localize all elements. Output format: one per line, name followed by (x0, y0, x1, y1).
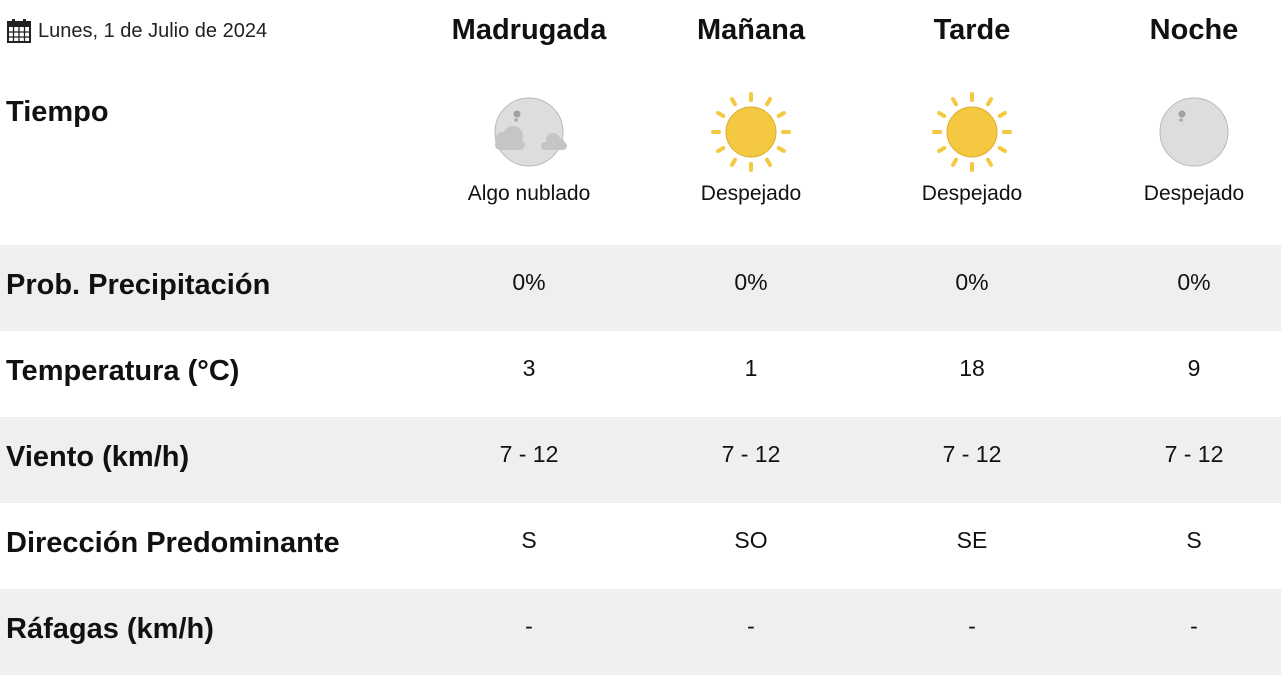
row-value: 7 - 12 (499, 441, 559, 467)
moon-cloud-icon (494, 97, 567, 167)
weather-description: Despejado (1143, 182, 1245, 205)
calendar-icon (7, 19, 31, 43)
period-header: Madrugada (451, 14, 607, 46)
data-row: Dirección Predominante S SO SE S (0, 503, 1281, 589)
row-value: SE (956, 527, 988, 553)
row-value: 9 (1187, 355, 1201, 381)
data-row: Prob. Precipitación 0% 0% 0% 0% (0, 245, 1281, 331)
data-row: Viento (km/h) 7 - 12 7 - 12 7 - 12 7 - 12 (0, 417, 1281, 503)
row-label: Prob. Precipitación (6, 269, 271, 301)
row-value: 3 (522, 355, 536, 381)
sun-icon (711, 92, 791, 172)
weather-cell: Algo nublado (418, 92, 640, 206)
row-value: - (525, 613, 533, 639)
period-header: Tarde (933, 14, 1011, 46)
weather-cell: Despejado (861, 92, 1083, 206)
data-row: Ráfagas (km/h) - - - - (0, 589, 1281, 675)
row-value: 0% (512, 269, 546, 295)
weather-description: Despejado (921, 182, 1023, 205)
weather-description: Despejado (700, 182, 802, 205)
period-header: Noche (1149, 14, 1239, 46)
row-value: 1 (744, 355, 758, 381)
row-value: S (521, 527, 537, 553)
row-label: Dirección Predominante (6, 527, 340, 559)
row-value: SO (734, 527, 768, 553)
date-text: Lunes, 1 de Julio de 2024 (38, 19, 268, 42)
row-label: Ráfagas (km/h) (6, 613, 214, 645)
row-value: - (1190, 613, 1198, 639)
period-header: Mañana (697, 14, 805, 46)
row-value: 7 - 12 (1164, 441, 1224, 467)
row-value: 0% (1177, 269, 1211, 295)
sun-icon (932, 92, 1012, 172)
row-value: S (1186, 527, 1202, 553)
weather-row-label: Tiempo (6, 96, 109, 128)
row-label: Viento (km/h) (6, 441, 190, 473)
weather-description: Algo nublado (467, 182, 591, 205)
moon-icon (1159, 97, 1229, 167)
row-value: - (747, 613, 755, 639)
row-value: 7 - 12 (721, 441, 781, 467)
row-value: 7 - 12 (942, 441, 1002, 467)
weather-cell: Despejado (640, 92, 862, 206)
date-label: Lunes, 1 de Julio de 2024 (6, 18, 267, 44)
row-value: - (968, 613, 976, 639)
row-value: 0% (734, 269, 768, 295)
row-value: 0% (955, 269, 989, 295)
data-row: Temperatura (°C) 3 1 18 9 (0, 331, 1281, 417)
weather-cell: Despejado (1083, 92, 1281, 206)
row-label: Temperatura (°C) (6, 355, 240, 387)
row-value: 18 (959, 355, 985, 381)
